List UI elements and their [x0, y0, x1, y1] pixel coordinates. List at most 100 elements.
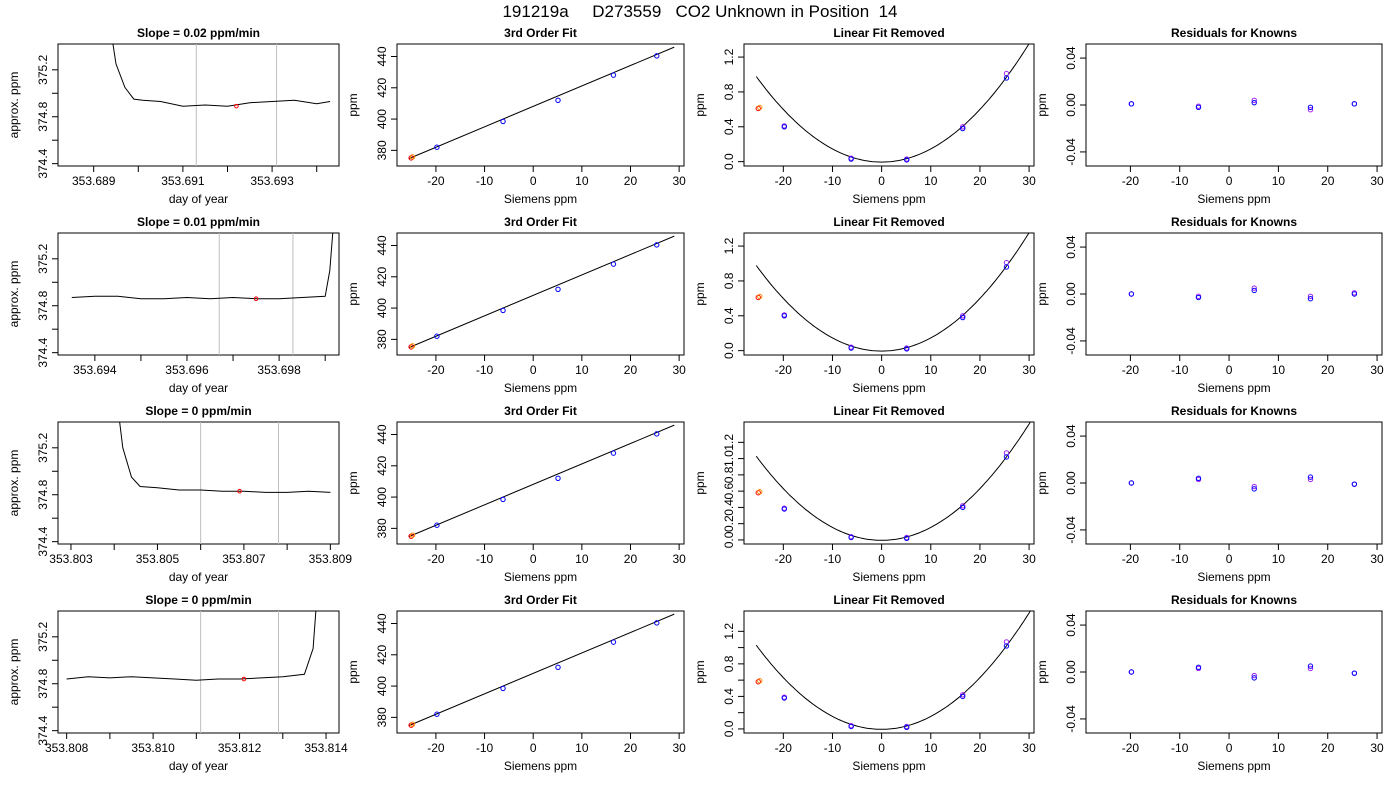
- alt-point: [1251, 483, 1257, 490]
- y-tick-label: 375.2: [36, 54, 50, 84]
- x-tick-label: 10: [575, 174, 589, 188]
- y-tick-label: -0.04: [1064, 138, 1078, 166]
- x-tick-label: -10: [824, 363, 842, 377]
- unknown-mean-marker: [253, 296, 259, 301]
- known-standard-point: [848, 156, 854, 162]
- x-tick-label: 0: [878, 741, 885, 755]
- known-standard-point: [1195, 294, 1202, 301]
- x-tick-label: -20: [427, 552, 445, 566]
- x-tick-label: 353.691: [161, 174, 205, 188]
- x-tick-label: 30: [1022, 363, 1036, 377]
- x-tick-label: -10: [824, 741, 842, 755]
- alt-point: [1307, 106, 1314, 113]
- x-tick-label: -10: [1171, 741, 1189, 755]
- plot-title: Linear Fit Removed: [833, 404, 944, 418]
- y-tick-label: 0.4: [722, 118, 736, 135]
- known-standard-point: [848, 534, 854, 541]
- x-tick-label: 0: [1226, 174, 1233, 188]
- known-standard-point: [1351, 101, 1358, 107]
- x-tick-label: -20: [775, 174, 793, 188]
- y-axis-label: ppm: [346, 282, 360, 305]
- known-standard-point: [500, 118, 506, 125]
- x-tick-label: -20: [427, 174, 445, 188]
- x-tick-label: 0: [878, 363, 885, 377]
- unknown-mean-marker: [234, 103, 239, 109]
- plot-title: 3rd Order Fit: [504, 404, 577, 418]
- y-axis-label: ppm: [693, 282, 707, 305]
- plot-frame: [1085, 610, 1383, 734]
- known-standard-point: [1195, 664, 1202, 671]
- y-tick-label: 0.04: [1064, 235, 1078, 259]
- known-standard-point: [610, 72, 617, 78]
- analyzer-trace-line: [71, 233, 334, 300]
- known-standard-point: [555, 286, 561, 293]
- y-tick-label: 0.8: [722, 83, 736, 100]
- x-axis-label: Siemens ppm: [1197, 570, 1270, 584]
- known-standard-point: [960, 504, 966, 511]
- alt-point: [1003, 259, 1010, 266]
- x-tick-label: 353.812: [218, 741, 262, 755]
- x-tick-label: 30: [1022, 741, 1036, 755]
- x-tick-label: -20: [1122, 552, 1140, 566]
- x-axis-label: day of year: [169, 570, 228, 584]
- alt-point: [1251, 97, 1257, 104]
- x-tick-label: 353.807: [222, 552, 266, 566]
- known-standard-point: [610, 639, 617, 645]
- known-standard-point: [500, 496, 506, 503]
- y-tick-label: 374.4: [36, 337, 50, 367]
- known-standard-point: [610, 261, 617, 267]
- fit-curve: [755, 611, 1031, 730]
- known-standard-point: [903, 157, 910, 163]
- y-tick-label: 374.4: [36, 526, 50, 556]
- known-standard-point: [903, 535, 910, 542]
- plot-title: 3rd Order Fit: [504, 593, 577, 607]
- x-tick-label: 353.696: [165, 363, 209, 377]
- y-axis-label: approx. ppm: [7, 261, 21, 328]
- x-tick-label: 30: [1370, 174, 1384, 188]
- y-tick-label: 0.4: [722, 307, 736, 324]
- known-standard-point: [555, 475, 561, 482]
- y-tick-label: 400: [375, 298, 389, 318]
- known-standard-point: [434, 711, 440, 717]
- plot-title: Slope = 0 ppm/min: [145, 593, 251, 607]
- y-tick-label: 0.0: [722, 153, 736, 170]
- known-standard-point: [1251, 675, 1257, 681]
- x-tick-label: 0: [530, 174, 537, 188]
- x-axis-label: day of year: [169, 192, 228, 206]
- plot-title: Residuals for Knowns: [1171, 593, 1297, 607]
- known-standard-point: [1195, 475, 1202, 482]
- x-tick-label: 20: [973, 741, 987, 755]
- y-tick-label: 1.2: [722, 237, 736, 254]
- y-tick-label: 0.04: [1064, 46, 1078, 70]
- known-standard-point: [903, 724, 910, 731]
- known-standard-point: [1351, 670, 1358, 676]
- fit-line: [408, 613, 675, 726]
- known-standard-point: [781, 124, 788, 130]
- x-tick-label: 353.689: [72, 174, 116, 188]
- unknown-mean-marker: [237, 488, 242, 494]
- known-standard-point: [1251, 287, 1257, 294]
- y-tick-label: 375.2: [36, 621, 50, 651]
- known-standard-point: [1128, 669, 1135, 675]
- y-axis-label: ppm: [1035, 471, 1049, 494]
- x-tick-label: 20: [1321, 174, 1335, 188]
- x-tick-label: 353.694: [73, 363, 117, 377]
- y-tick-label: 400: [375, 676, 389, 696]
- unknown-sample-point-alt: [409, 532, 416, 538]
- x-tick-label: 20: [973, 363, 987, 377]
- x-tick-label: 30: [672, 741, 686, 755]
- x-tick-label: -10: [1171, 552, 1189, 566]
- known-standard-point: [1128, 480, 1135, 486]
- y-tick-label: 440: [375, 235, 389, 255]
- x-tick-label: 0: [1226, 741, 1233, 755]
- x-tick-label: 353.698: [257, 363, 301, 377]
- x-tick-label: -10: [824, 174, 842, 188]
- x-axis-label: Siemens ppm: [852, 759, 925, 773]
- x-axis-label: Siemens ppm: [504, 570, 577, 584]
- y-tick-label: 374.4: [36, 148, 50, 178]
- analyzer-trace-line: [112, 44, 331, 107]
- plot-title: 3rd Order Fit: [504, 26, 577, 40]
- known-standard-point: [1307, 663, 1314, 669]
- known-standard-point: [434, 333, 440, 339]
- x-axis-label: day of year: [169, 381, 228, 395]
